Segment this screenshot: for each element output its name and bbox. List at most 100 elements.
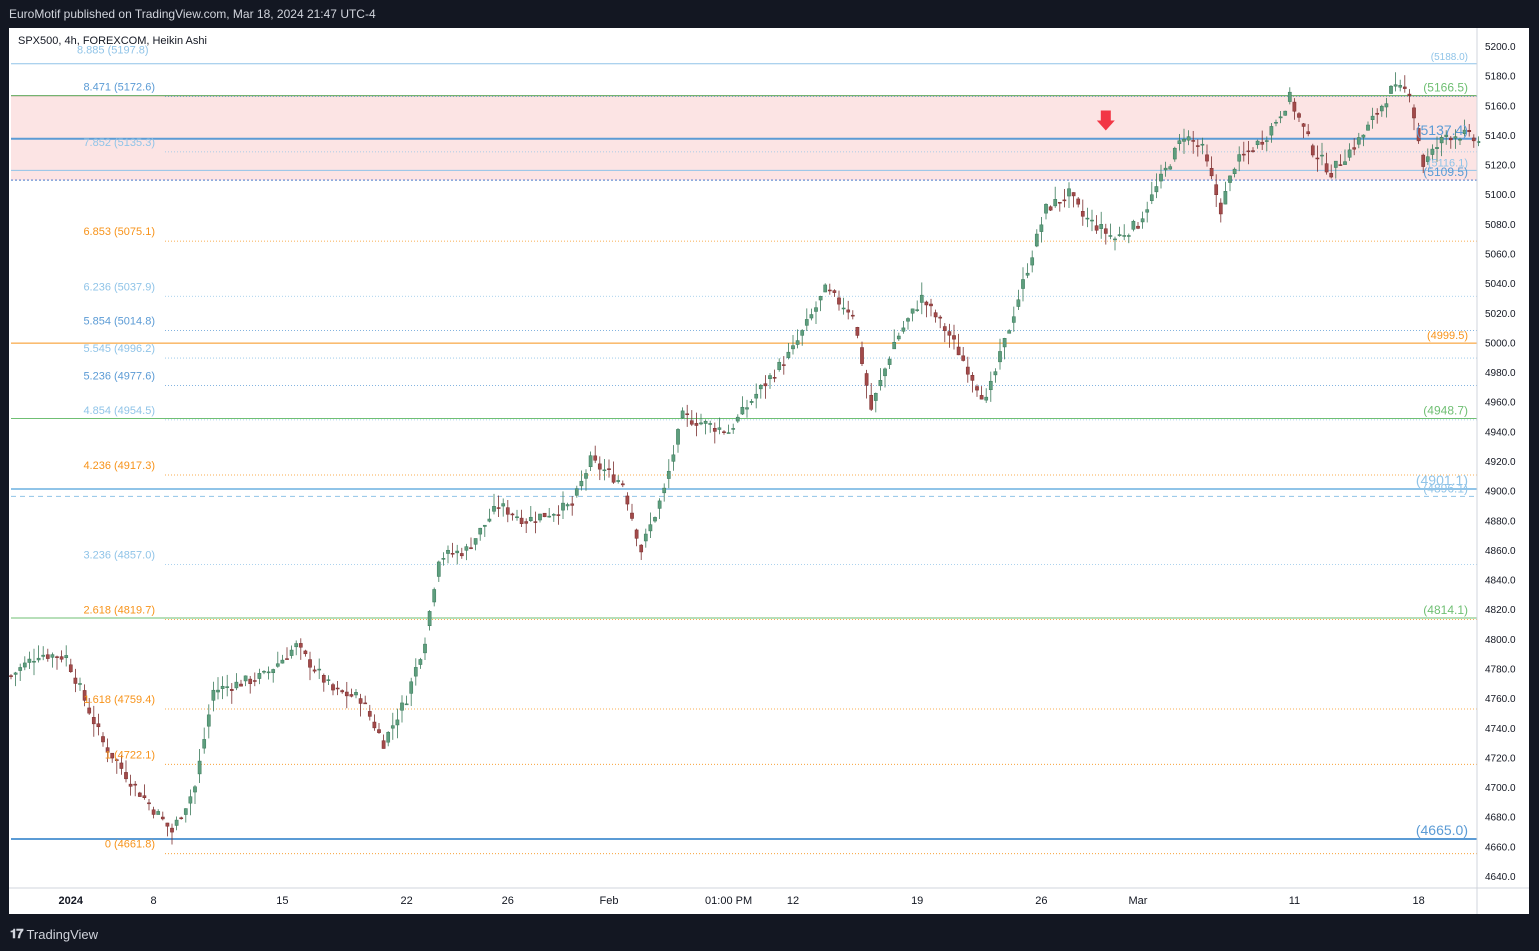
candle-body: [160, 816, 165, 820]
candle-body: [298, 643, 303, 648]
y-tick-label: 4980.0: [1485, 368, 1516, 379]
candle-body: [436, 561, 441, 577]
fib-level-label: 8.885 (5197.8): [77, 44, 149, 56]
candle-body: [519, 517, 524, 524]
symbol-info: SPX500, 4h, FOREXCOM, Heikin Ashi: [18, 35, 207, 47]
candle-body: [197, 760, 202, 775]
fib-level-label: 4.236 (4917.3): [83, 460, 155, 472]
candle-body: [993, 371, 998, 376]
candle-body: [607, 468, 611, 470]
tradingview-brand[interactable]: 𝟏𝟕 TradingView: [10, 926, 98, 942]
candle-body: [777, 361, 782, 370]
candle-body: [800, 330, 805, 336]
candle-body: [386, 732, 391, 743]
candle-body: [1269, 126, 1274, 136]
candle-body: [671, 454, 676, 462]
candle-body: [795, 340, 800, 345]
candle-body: [1320, 154, 1324, 157]
candle-body: [1241, 153, 1246, 156]
candle-body: [1195, 145, 1200, 147]
y-tick-label: 4960.0: [1485, 398, 1516, 409]
candle-body: [827, 289, 832, 292]
fib-level-label: 8.471 (5172.6): [83, 82, 155, 94]
candle-body: [791, 345, 795, 350]
horizontal-level-label: (5137.4): [1416, 122, 1468, 138]
candle-body: [344, 691, 349, 697]
candle-body: [252, 680, 257, 682]
candle-body: [1067, 188, 1071, 197]
candle-body: [317, 668, 322, 671]
candle-body: [450, 552, 455, 555]
candle-body: [694, 423, 699, 426]
candle-body: [45, 654, 50, 659]
candle-body: [87, 707, 92, 714]
candle-body: [1039, 224, 1044, 232]
candle-body: [82, 690, 87, 701]
candle-body: [616, 480, 621, 482]
candle-body: [1315, 157, 1320, 160]
candle-body: [1071, 192, 1076, 197]
x-tick-label: 26: [1035, 895, 1047, 907]
candle-body: [308, 659, 312, 668]
y-tick-label: 5080.0: [1485, 220, 1516, 231]
candle-body: [579, 480, 584, 487]
candle-body: [883, 368, 887, 377]
candle-body: [786, 351, 791, 358]
candle-body: [220, 685, 225, 689]
candle-body: [1283, 110, 1288, 116]
candle-body: [441, 558, 446, 560]
fib-level-label: 5.545 (4996.2): [83, 343, 155, 355]
candle-body: [202, 739, 207, 749]
candle-body: [275, 663, 280, 667]
y-tick-label: 4640.0: [1485, 872, 1516, 883]
candle-body: [409, 681, 414, 694]
candle-body: [68, 664, 73, 672]
candle-body: [915, 309, 920, 311]
candle-body: [1467, 130, 1472, 132]
candle-body: [984, 396, 989, 401]
y-tick-label: 4660.0: [1485, 842, 1516, 853]
candle-body: [662, 487, 667, 494]
candle-body: [588, 455, 593, 468]
candle-body: [892, 342, 897, 350]
candle-body: [78, 683, 82, 685]
candle-body: [1384, 103, 1389, 108]
candle-body: [731, 428, 736, 430]
candle-body: [1172, 147, 1177, 160]
y-tick-label: 4820.0: [1485, 605, 1516, 616]
candle-body: [648, 524, 653, 532]
candle-body: [280, 659, 285, 664]
candle-body: [901, 327, 906, 332]
candle-body: [32, 660, 36, 663]
candle-body: [556, 514, 561, 516]
candle-body: [9, 675, 13, 677]
down-arrow-icon: [1096, 110, 1115, 131]
candle-body: [570, 503, 575, 506]
candle-body: [1292, 101, 1297, 112]
candle-body: [165, 822, 170, 827]
candle-body: [1264, 140, 1269, 142]
candle-body: [740, 406, 745, 415]
candle-body: [653, 517, 657, 522]
candle-body: [266, 671, 271, 674]
candle-body: [772, 377, 777, 379]
candle-body: [1218, 202, 1223, 215]
candle-body: [243, 675, 248, 682]
publisher-text: EuroMotif published on TradingView.com, …: [9, 7, 376, 21]
candle-body: [533, 521, 538, 523]
x-tick-label: 2024: [59, 895, 84, 907]
candle-body: [712, 428, 717, 432]
candle-body: [367, 711, 372, 717]
candle-body: [1453, 136, 1458, 139]
y-tick-label: 4920.0: [1485, 457, 1516, 468]
candle-body: [1393, 84, 1398, 87]
candle-body: [1076, 198, 1081, 205]
candle-body: [1214, 184, 1219, 195]
candle-body: [41, 654, 46, 657]
candle-body: [418, 659, 423, 665]
candle-body: [455, 550, 460, 554]
candle-body: [676, 429, 680, 445]
candle-body: [1287, 91, 1292, 102]
candle-body: [896, 335, 901, 340]
